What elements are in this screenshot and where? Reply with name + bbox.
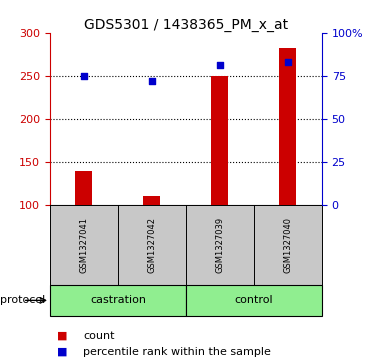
Text: castration: castration — [90, 295, 146, 305]
Text: control: control — [235, 295, 273, 305]
Bar — [50, 285, 186, 316]
Point — [217, 62, 223, 68]
Point — [285, 59, 291, 65]
Text: GSM1327040: GSM1327040 — [283, 217, 292, 273]
Text: GSM1327041: GSM1327041 — [80, 217, 88, 273]
Point — [81, 73, 87, 79]
Text: GSM1327042: GSM1327042 — [147, 217, 157, 273]
Text: ■: ■ — [57, 331, 68, 341]
Bar — [75, 171, 92, 205]
Text: percentile rank within the sample: percentile rank within the sample — [83, 347, 271, 357]
Bar — [211, 76, 228, 205]
Text: ■: ■ — [57, 347, 68, 357]
Title: GDS5301 / 1438365_PM_x_at: GDS5301 / 1438365_PM_x_at — [84, 18, 288, 32]
Bar — [144, 196, 161, 205]
Text: protocol: protocol — [0, 295, 45, 305]
Text: count: count — [83, 331, 115, 341]
Text: GSM1327039: GSM1327039 — [215, 217, 225, 273]
Point — [149, 78, 155, 84]
Bar — [186, 285, 322, 316]
Bar — [279, 48, 296, 205]
